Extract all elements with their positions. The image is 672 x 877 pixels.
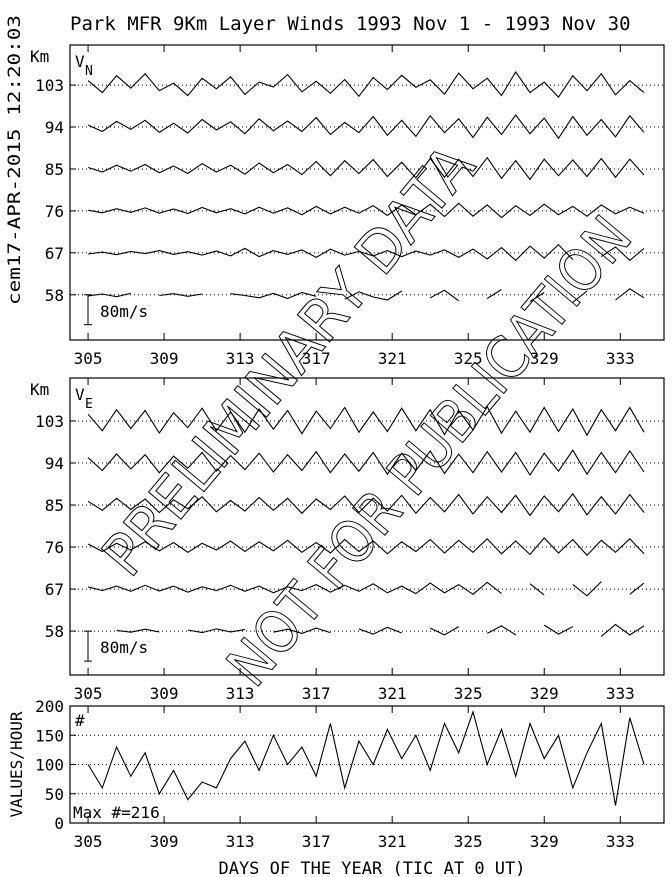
side-label: cem17-APR-2015 12:20:03	[5, 15, 25, 305]
y-axis-unit: Km	[30, 380, 49, 399]
y-tick-label: 103	[35, 76, 64, 95]
wind-trace	[88, 288, 645, 303]
panel-label-sub: E	[85, 397, 93, 412]
chart-title: Park MFR 9Km Layer Winds 1993 Nov 1 - 19…	[70, 13, 631, 35]
wind-trace	[88, 202, 645, 219]
plot-frame	[69, 377, 665, 676]
y-axis-unit: Km	[30, 47, 49, 66]
x-tick-label: 305	[74, 349, 103, 368]
panel-label: V	[75, 385, 85, 404]
scale-bar-label: 80m/s	[100, 302, 148, 321]
wind-trace	[88, 243, 645, 262]
y-tick-label: 150	[35, 726, 64, 745]
y-tick-label: 94	[45, 118, 64, 137]
wind-trace	[116, 623, 645, 637]
x-tick-label: 325	[454, 349, 483, 368]
y-tick-label: 58	[45, 622, 64, 641]
y-tick-label: 67	[45, 244, 64, 263]
x-tick-label: 305	[74, 684, 103, 703]
watermark: PRELIMINARY DATA	[89, 131, 488, 589]
x-tick-label: 309	[150, 832, 179, 851]
count-label: #	[75, 711, 85, 730]
x-tick-label: 309	[150, 349, 179, 368]
x-tick-label: 309	[150, 684, 179, 703]
panel-label: V	[75, 52, 85, 71]
x-axis-label: DAYS OF THE YEAR (TIC AT 0 UT)	[218, 859, 525, 877]
x-tick-label: 313	[226, 684, 255, 703]
x-tick-label: 333	[606, 684, 635, 703]
x-tick-label: 321	[378, 684, 407, 703]
y-tick-label: 94	[45, 454, 64, 473]
watermark: NOT FOR PUBLICATION	[214, 203, 645, 699]
wind-trace	[87, 449, 645, 477]
x-tick-label: 325	[454, 832, 483, 851]
wind-trace	[87, 492, 645, 517]
x-tick-label: 321	[378, 349, 407, 368]
plot-frame	[69, 44, 665, 341]
y-tick-label: 50	[45, 785, 64, 804]
y-tick-label: 0	[54, 814, 64, 833]
panel-label-sub: N	[85, 64, 93, 79]
wind-trace	[87, 537, 645, 557]
x-tick-label: 329	[530, 684, 559, 703]
scale-bar-label: 80m/s	[100, 638, 148, 657]
x-tick-label: 321	[378, 832, 407, 851]
wind-trace	[87, 581, 645, 597]
wind-trace	[87, 405, 645, 437]
wind-trace	[87, 114, 645, 140]
y-axis-label: VALUES/HOUR	[7, 711, 26, 817]
x-tick-label: 313	[226, 832, 255, 851]
count-trace	[87, 710, 645, 806]
x-tick-label: 333	[606, 832, 635, 851]
scale-bar	[84, 630, 92, 662]
y-tick-label: 103	[35, 412, 64, 431]
x-tick-label: 333	[606, 349, 635, 368]
y-tick-label: 76	[45, 202, 64, 221]
max-label: Max #=216	[73, 803, 160, 822]
wind-trace	[87, 156, 645, 181]
x-tick-label: 317	[302, 349, 331, 368]
scale-bar	[84, 294, 92, 326]
x-tick-label: 317	[302, 832, 331, 851]
y-tick-label: 100	[35, 756, 64, 775]
x-tick-label: 313	[226, 349, 255, 368]
wind-trace	[87, 70, 645, 98]
y-tick-label: 85	[45, 160, 64, 179]
y-tick-label: 58	[45, 286, 64, 305]
x-tick-label: 317	[302, 684, 331, 703]
y-tick-label: 200	[35, 697, 64, 716]
y-tick-label: 85	[45, 496, 64, 515]
x-tick-label: 329	[530, 832, 559, 851]
y-tick-label: 76	[45, 538, 64, 557]
y-tick-label: 67	[45, 580, 64, 599]
x-tick-label: 325	[454, 684, 483, 703]
x-tick-label: 329	[530, 349, 559, 368]
x-tick-label: 305	[74, 832, 103, 851]
